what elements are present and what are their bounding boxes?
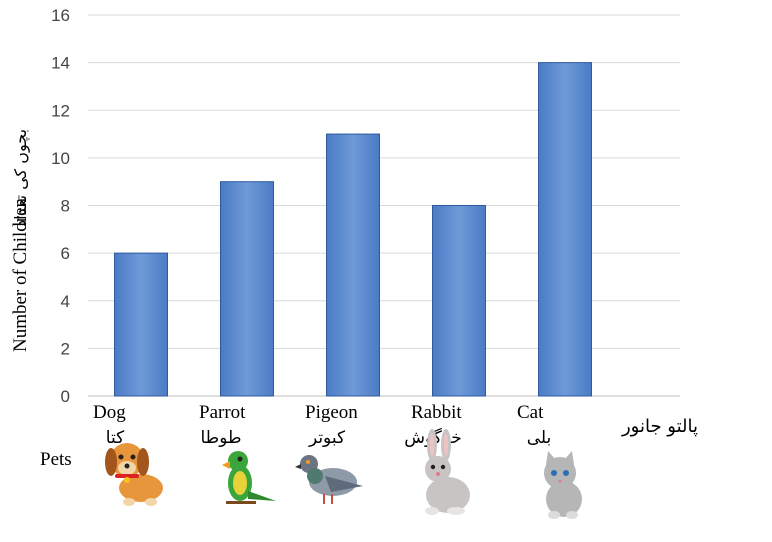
dog-icon — [105, 443, 163, 506]
x-axis-category-labels: DogکتاParrotطوطاPigeonکبوترRabbitخرگوشCa… — [93, 402, 551, 448]
y-tick-label: 14 — [51, 54, 70, 73]
x-category-label: Rabbit — [411, 402, 462, 423]
x-axis-title: Pets — [40, 449, 72, 470]
x-category-label-urdu: بلی — [527, 428, 552, 448]
x-category-label: Cat — [517, 402, 544, 423]
y-tick-label: 8 — [61, 197, 70, 216]
bar-rabbit — [432, 205, 486, 397]
y-tick-label: 2 — [61, 339, 70, 358]
y-axis-title-urdu: بچوں کی تعداد — [11, 129, 31, 227]
x-category-label: Pigeon — [305, 402, 358, 423]
y-tick-label: 0 — [61, 387, 70, 406]
bar-pigeon — [326, 133, 380, 397]
x-category-label-urdu: کبوتر — [308, 428, 346, 448]
bars — [114, 62, 592, 397]
x-category-label-urdu: کتا — [106, 428, 125, 448]
bar-parrot — [220, 181, 274, 397]
x-axis-title-urdu: پالتو جانور — [621, 416, 698, 437]
cat-icon — [544, 451, 582, 519]
y-tick-label: 12 — [51, 101, 70, 120]
y-tick-label: 6 — [61, 244, 70, 263]
bar-cat — [538, 62, 592, 397]
y-tick-label: 16 — [51, 6, 70, 25]
rabbit-icon — [425, 429, 470, 515]
bar-dog — [114, 252, 168, 397]
gridlines — [88, 14, 680, 397]
x-category-label: Dog — [93, 402, 126, 423]
x-category-label: Parrot — [199, 402, 246, 423]
y-tick-label: 4 — [61, 292, 70, 311]
y-tick-label: 10 — [51, 149, 70, 168]
parrot-icon — [222, 451, 276, 504]
x-category-label-urdu: طوطا — [200, 428, 241, 448]
y-axis-title: Number of Children — [10, 197, 31, 352]
y-axis-ticks: 0 2 4 6 8 10 12 14 16 — [51, 6, 70, 406]
pigeon-icon — [295, 455, 363, 504]
